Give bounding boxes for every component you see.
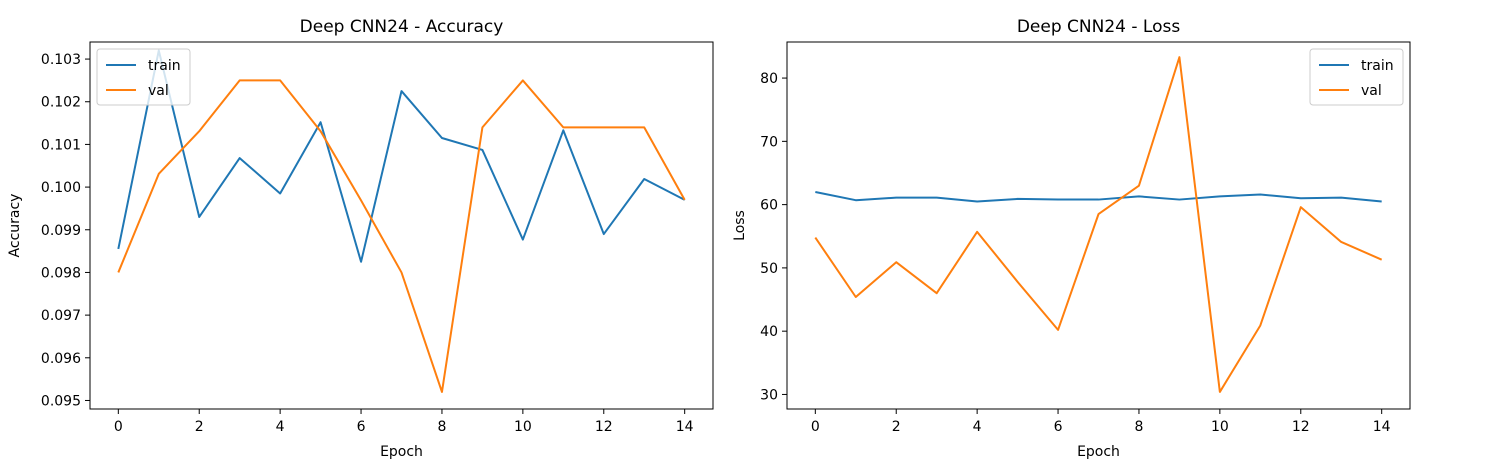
- y-tick-label: 0.098: [41, 265, 81, 281]
- y-tick-label: 0.095: [41, 393, 81, 409]
- series-line-train: [815, 190, 1382, 203]
- series-line-train: [117, 49, 686, 263]
- x-tick-label: 2: [892, 419, 901, 435]
- series-line-val: [814, 56, 1383, 393]
- x-tick-label: 0: [114, 419, 123, 435]
- y-axis-label: Accuracy: [7, 194, 23, 258]
- x-tick-label: 2: [195, 419, 204, 435]
- y-tick-label: 0.102: [41, 95, 81, 111]
- y-tick-label: 0.100: [41, 180, 81, 196]
- x-tick-label: 14: [1373, 419, 1391, 435]
- y-tick-label: 30: [760, 387, 778, 403]
- chart-title: Deep CNN24 - Accuracy: [300, 17, 504, 37]
- x-tick-label: 12: [1292, 419, 1310, 435]
- legend-label-val: val: [1361, 83, 1382, 99]
- accuracy-chart: 0 2 4 6 8 10 12 14 0.095 0.096 0.097 0.098 0.099 0.10…: [7, 17, 714, 460]
- y-tick-label: 70: [760, 134, 778, 150]
- y-tick-label: 0.096: [41, 351, 81, 367]
- chart-title: Deep CNN24 - Loss: [1017, 17, 1181, 37]
- y-tick-label: 60: [760, 198, 778, 214]
- x-tick-label: 12: [595, 419, 613, 435]
- legend: train val: [96, 48, 191, 106]
- y-tick-label: 0.099: [41, 223, 81, 239]
- loss-chart: 0 2 4 6 8 10 12 14 30 40 50 60 70 80 Deep CNN24 - Loss…: [732, 17, 1411, 460]
- x-tick-label: 6: [1054, 419, 1063, 435]
- plot-frame: [786, 41, 1411, 410]
- legend-label-train: train: [1361, 58, 1394, 74]
- x-axis-label: Epoch: [380, 444, 423, 460]
- legend-label-val: val: [148, 83, 169, 99]
- x-tick-label: 14: [676, 419, 694, 435]
- x-tick-label: 8: [437, 419, 446, 435]
- series-line-val: [117, 79, 686, 393]
- x-tick-label: 0: [811, 419, 820, 435]
- x-tick-label: 6: [357, 419, 366, 435]
- y-tick-label: 0.101: [41, 137, 81, 153]
- x-axis-label: Epoch: [1077, 444, 1120, 460]
- y-tick-label: 0.097: [41, 308, 81, 324]
- legend-label-train: train: [148, 58, 181, 74]
- legend: train val: [1309, 48, 1404, 106]
- x-tick-label: 4: [276, 419, 285, 435]
- y-tick-label: 50: [760, 261, 778, 277]
- x-tick-label: 10: [514, 419, 532, 435]
- y-tick-label: 40: [760, 324, 778, 340]
- x-tick-label: 4: [973, 419, 982, 435]
- y-tick-label: 80: [760, 71, 778, 87]
- x-tick-label: 10: [1211, 419, 1229, 435]
- y-axis-label: Loss: [732, 210, 748, 241]
- y-tick-label: 0.103: [41, 52, 81, 68]
- x-tick-label: 8: [1134, 419, 1143, 435]
- plot-frame: [89, 41, 714, 410]
